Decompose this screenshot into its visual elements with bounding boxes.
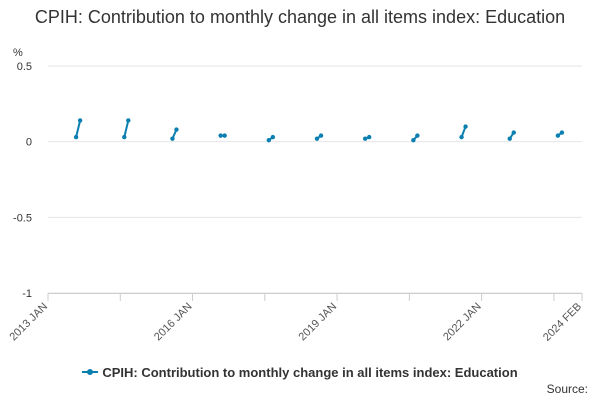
data-point — [314, 136, 320, 141]
legend-label: CPIH: Contribution to monthly change in … — [102, 365, 518, 380]
y-tick-label: -1 — [22, 288, 32, 300]
data-point — [463, 124, 468, 129]
data-point — [555, 133, 561, 138]
data-point — [174, 127, 179, 132]
data-point — [367, 134, 372, 140]
data-point — [511, 130, 516, 135]
data-point — [122, 134, 127, 140]
data-point — [459, 134, 464, 140]
chart-title: CPIH: Contribution to monthly change in … — [34, 7, 566, 27]
x-tick-label: 2013 JAN — [7, 301, 50, 344]
data-point — [559, 130, 565, 135]
data-point — [77, 118, 83, 123]
y-axis-unit-label: % — [13, 47, 23, 59]
y-tick-label: 0.5 — [17, 61, 32, 73]
x-tick-label: 2016 JAN — [152, 301, 195, 344]
data-point — [126, 118, 131, 123]
x-tick-label: 2019 JAN — [297, 301, 340, 344]
data-point — [415, 133, 420, 138]
data-point — [218, 133, 223, 138]
data-point — [170, 136, 175, 141]
data-point — [222, 133, 227, 138]
series-line-segment — [75, 120, 82, 138]
data-point — [318, 133, 324, 138]
y-tick-label: 0 — [26, 137, 32, 149]
data-point — [411, 137, 416, 143]
data-point — [270, 134, 276, 140]
series-line-segment — [123, 120, 130, 138]
data-point — [266, 137, 272, 143]
legend-swatch-icon — [82, 368, 99, 375]
data-point — [507, 136, 512, 141]
x-tick-label: 2024 FEB — [541, 301, 584, 344]
source-label: Source: — [546, 382, 588, 396]
chart-legend[interactable]: CPIH: Contribution to monthly change in … — [0, 365, 600, 380]
data-point — [73, 134, 79, 140]
y-tick-label: -0.5 — [13, 212, 32, 224]
data-point — [362, 136, 368, 141]
x-tick-label: 2022 JAN — [441, 301, 484, 344]
